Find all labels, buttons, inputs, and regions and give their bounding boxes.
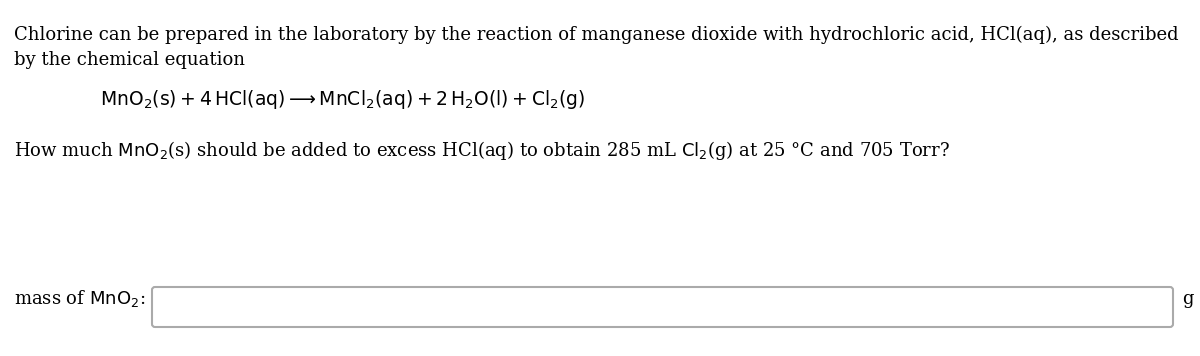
Text: g: g [1182, 290, 1194, 308]
Text: $\mathrm{MnO_2(s) + 4\,HCl(aq) \longrightarrow MnCl_2(aq) + 2\,H_2O(l) + Cl_2(g): $\mathrm{MnO_2(s) + 4\,HCl(aq) \longrigh… [100, 88, 586, 111]
Text: mass of $\mathrm{MnO_2}$:: mass of $\mathrm{MnO_2}$: [14, 288, 145, 309]
Text: by the chemical equation: by the chemical equation [14, 51, 245, 69]
Text: Chlorine can be prepared in the laboratory by the reaction of manganese dioxide : Chlorine can be prepared in the laborato… [14, 26, 1178, 44]
Text: How much $\mathrm{MnO_2}$(s) should be added to excess HCl(aq) to obtain 285 mL : How much $\mathrm{MnO_2}$(s) should be a… [14, 139, 950, 162]
FancyBboxPatch shape [152, 287, 1174, 327]
